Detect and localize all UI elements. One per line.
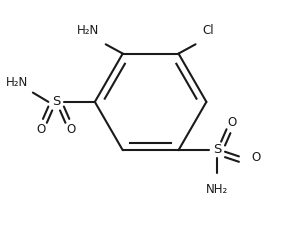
Text: H₂N: H₂N (76, 24, 99, 37)
Text: H₂N: H₂N (6, 76, 28, 89)
Text: O: O (227, 116, 237, 129)
Text: Cl: Cl (203, 24, 214, 37)
Text: S: S (52, 95, 60, 108)
Text: O: O (66, 123, 76, 136)
Text: O: O (251, 151, 261, 164)
Text: S: S (213, 143, 221, 156)
Text: O: O (37, 123, 46, 136)
Text: NH₂: NH₂ (206, 183, 228, 196)
